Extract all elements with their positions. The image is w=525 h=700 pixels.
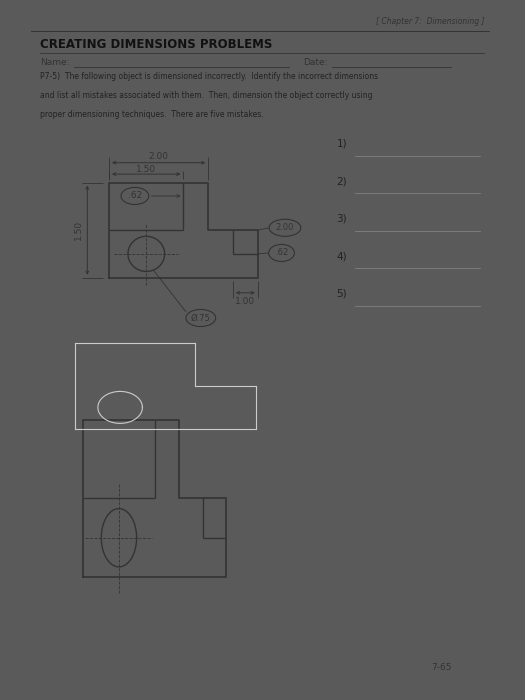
- Text: P7-5)  The following object is dimensioned incorrectly.  Identify the incorrect : P7-5) The following object is dimensione…: [40, 72, 378, 80]
- Text: 5): 5): [337, 288, 347, 299]
- Text: CREATING DIMENSIONS PROBLEMS: CREATING DIMENSIONS PROBLEMS: [40, 38, 272, 50]
- Text: 2): 2): [337, 176, 347, 186]
- Text: 7-65: 7-65: [431, 664, 452, 673]
- Text: Ø.75: Ø.75: [191, 314, 211, 323]
- Text: 1.50: 1.50: [74, 220, 83, 240]
- Text: .62: .62: [128, 192, 142, 200]
- Text: 1): 1): [337, 139, 347, 148]
- Text: .62: .62: [275, 248, 288, 258]
- Text: Date:: Date:: [303, 58, 328, 67]
- Text: 2.00: 2.00: [276, 223, 294, 232]
- Text: 3): 3): [337, 214, 347, 223]
- Text: [ Chapter 7:  Dimensioning ]: [ Chapter 7: Dimensioning ]: [376, 17, 485, 26]
- Text: 2.00: 2.00: [149, 152, 169, 161]
- Text: proper dimensioning techniques.  There are five mistakes.: proper dimensioning techniques. There ar…: [40, 110, 264, 119]
- Text: and list all mistakes associated with them.  Then, dimension the object correctl: and list all mistakes associated with th…: [40, 91, 373, 100]
- Text: 4): 4): [337, 251, 347, 261]
- Text: 1.50: 1.50: [136, 165, 156, 174]
- Text: 1.00: 1.00: [235, 297, 256, 306]
- Text: Name:: Name:: [40, 58, 70, 67]
